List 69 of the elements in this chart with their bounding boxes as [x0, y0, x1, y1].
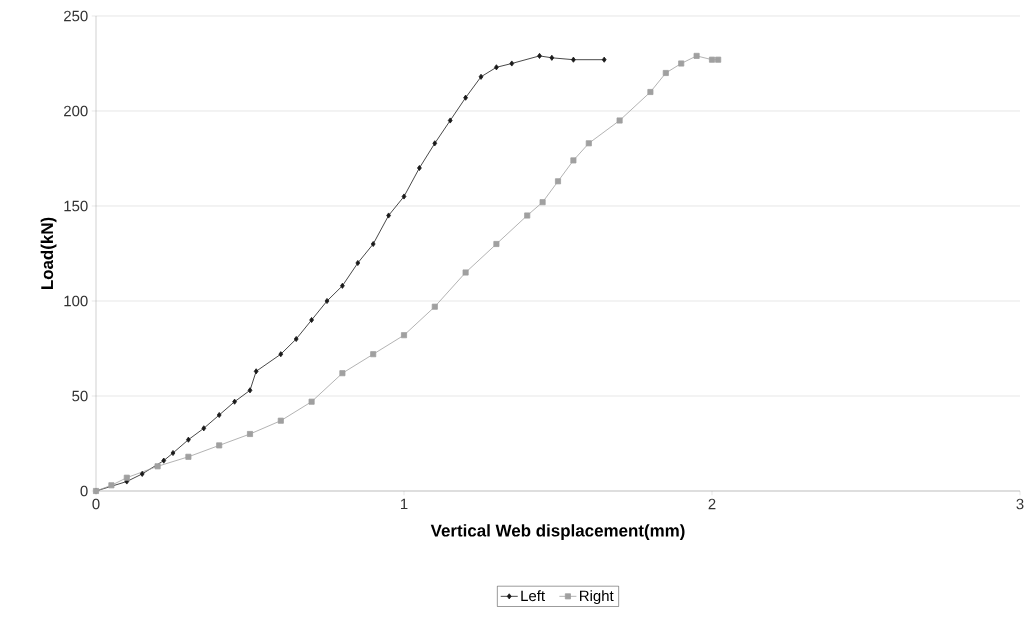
point	[170, 450, 176, 456]
y-axis-title: Load(kN)	[40, 217, 57, 290]
point	[478, 73, 484, 80]
point	[417, 165, 422, 171]
legend-label: Left	[521, 590, 545, 602]
x-tick-label: 1	[400, 498, 408, 510]
point	[401, 193, 407, 200]
point	[277, 417, 284, 424]
point	[678, 60, 685, 67]
point	[537, 52, 542, 59]
point	[108, 482, 115, 489]
point	[647, 89, 654, 95]
point	[253, 368, 259, 375]
point	[247, 431, 253, 437]
point	[447, 117, 453, 124]
point	[278, 351, 284, 358]
point	[524, 212, 531, 219]
point	[585, 140, 592, 147]
legend-label: Right	[580, 590, 614, 605]
point	[161, 457, 167, 464]
x-tick-label: 3	[1016, 498, 1024, 510]
point	[139, 470, 145, 477]
x-tick-label: 0	[92, 498, 100, 510]
point	[370, 351, 377, 358]
point	[355, 260, 361, 266]
point	[432, 140, 438, 147]
point	[616, 117, 623, 124]
point	[185, 453, 192, 460]
point	[539, 199, 546, 206]
y-tick-label: 200	[64, 105, 88, 117]
point	[340, 282, 345, 289]
y-tick-label: 0	[80, 485, 88, 497]
point	[216, 442, 223, 449]
point	[571, 56, 576, 63]
point	[493, 241, 500, 247]
point	[293, 336, 299, 342]
point	[247, 387, 253, 394]
point	[154, 463, 161, 470]
point	[386, 212, 391, 219]
point	[715, 56, 722, 63]
x-tick-label: 2	[708, 498, 716, 510]
point	[693, 52, 700, 59]
point	[549, 54, 555, 61]
point	[401, 332, 407, 339]
y-tick-label: 250	[64, 10, 88, 22]
point	[463, 94, 468, 101]
point	[232, 398, 237, 405]
point	[370, 241, 376, 247]
point	[431, 303, 438, 310]
point	[601, 56, 607, 63]
point	[462, 269, 469, 276]
point	[709, 56, 715, 63]
point	[324, 298, 330, 304]
point	[509, 60, 515, 67]
point	[555, 178, 561, 185]
point	[308, 398, 315, 405]
point	[662, 70, 669, 76]
point	[216, 412, 222, 418]
point	[570, 157, 577, 164]
point	[201, 425, 207, 432]
point	[309, 317, 314, 323]
point	[339, 370, 346, 377]
y-tick-label: 100	[64, 295, 88, 307]
point	[123, 474, 130, 481]
x-axis-title: Vertical Web displacement(mm)	[430, 524, 685, 540]
point	[494, 64, 499, 71]
y-tick-label: 150	[64, 200, 88, 212]
y-tick-label: 50	[72, 390, 88, 402]
point	[186, 436, 191, 443]
